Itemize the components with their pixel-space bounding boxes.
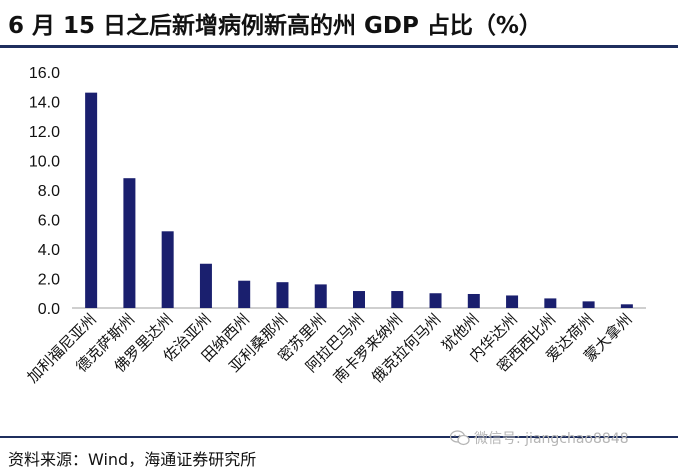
- y-tick-label: 14.0: [29, 95, 60, 112]
- bar-chart: 0.02.04.06.08.010.012.014.016.0加利福尼亚州德克萨…: [24, 65, 646, 386]
- bar: [620, 304, 633, 308]
- y-tick-label: 4.0: [38, 242, 60, 259]
- footer-rule: [0, 436, 678, 438]
- bar: [314, 284, 327, 308]
- bar: [391, 291, 404, 308]
- y-tick-label: 2.0: [38, 272, 60, 289]
- y-tick-label: 8.0: [38, 183, 60, 200]
- source-note: 资料来源：Wind，海通证券研究所: [8, 450, 257, 469]
- bar: [582, 301, 595, 308]
- bar: [238, 280, 251, 308]
- y-tick-label: 6.0: [38, 213, 60, 230]
- y-tick-label: 0.0: [38, 301, 60, 318]
- bar: [353, 291, 365, 308]
- y-tick-label: 16.0: [29, 65, 60, 82]
- bar: [123, 178, 136, 308]
- watermark-text: 微信号: jiangchao8848: [474, 431, 629, 447]
- bar: [161, 231, 174, 308]
- bar: [467, 293, 480, 308]
- title-bar: 6 月 15 日之后新增病例新高的州 GDP 占比（%）: [0, 0, 678, 48]
- bar: [544, 298, 557, 308]
- y-tick-label: 10.0: [29, 154, 60, 171]
- bar: [199, 263, 212, 308]
- bar: [276, 282, 289, 308]
- y-tick-label: 12.0: [29, 124, 60, 141]
- chart-title: 6 月 15 日之后新增病例新高的州 GDP 占比（%）: [8, 13, 542, 39]
- bar: [429, 293, 442, 308]
- watermark: 微信号: jiangchao8848: [450, 428, 629, 448]
- bar: [85, 92, 98, 309]
- wechat-icon: [450, 430, 470, 446]
- bar: [506, 295, 519, 308]
